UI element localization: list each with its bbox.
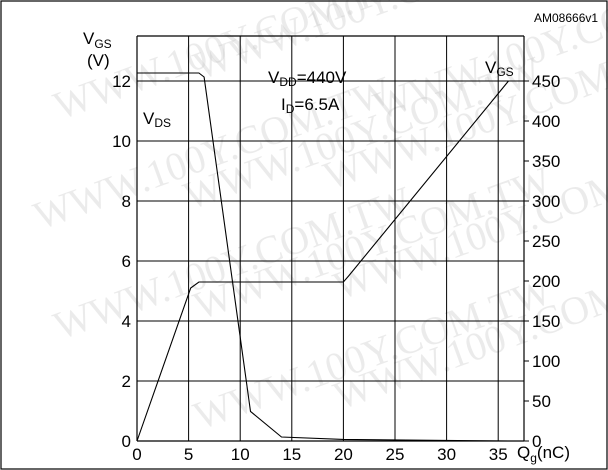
y-right-tick-label: 250 [532, 232, 560, 251]
id-condition: ID=6.5A [281, 95, 340, 116]
vdd-condition: VDD=440V [268, 68, 347, 89]
watermark-layer: WWW.100Y.COM.TWWWW.100Y.COM.TWWWW.100Y.C… [28, 0, 608, 438]
series-line-vgs [136, 80, 509, 442]
x-tick-label: 5 [184, 445, 193, 464]
y-right-tick-label: 150 [532, 312, 560, 331]
y-left-tick-label: 8 [122, 192, 131, 211]
y-left-axis-unit: (V) [87, 51, 110, 70]
x-tick-label: 15 [282, 445, 301, 464]
tick-labels: 0 5 10 15 20 25 30 3502468101205010015020025030… [112, 72, 560, 464]
series-label-vgs: VGS [485, 58, 514, 79]
x-tick-label: 30 [437, 445, 456, 464]
y-left-tick-label: 2 [122, 372, 131, 391]
x-tick-label: 10 [231, 445, 250, 464]
y-right-tick-label: 0 [532, 432, 541, 451]
series-line-vds [137, 72, 509, 442]
y-right-tick-label: 350 [532, 152, 560, 171]
y-right-tick-label: 450 [532, 72, 560, 91]
y-right-tick-label: 100 [532, 352, 560, 371]
x-tick-label: 0 [132, 445, 141, 464]
series-label-vds: VDS [143, 109, 171, 130]
x-tick-label: 25 [386, 445, 405, 464]
x-tick-label: 20 [334, 445, 353, 464]
y-left-tick-label: 6 [122, 252, 131, 271]
y-right-tick-label: 200 [532, 272, 560, 291]
chart-labels: AM08666v1 VGS (V) Qg(nC) VDD=440V ID=6.5… [83, 11, 598, 465]
y-left-tick-label: 10 [112, 132, 131, 151]
y-left-tick-label: 0 [122, 432, 131, 451]
y-right-tick-label: 50 [532, 392, 551, 411]
series-lines [136, 72, 509, 442]
y-left-tick-label: 4 [122, 312, 131, 331]
y-left-tick-label: 12 [112, 72, 131, 91]
y-left-axis-label: VGS [83, 29, 112, 51]
x-tick-label: 35 [489, 445, 508, 464]
x-axis-label: Qg(nC) [517, 443, 570, 465]
y-right-tick-label: 400 [532, 112, 560, 131]
y-right-tick-label: 300 [532, 192, 560, 211]
figure-id: AM08666v1 [534, 11, 598, 25]
